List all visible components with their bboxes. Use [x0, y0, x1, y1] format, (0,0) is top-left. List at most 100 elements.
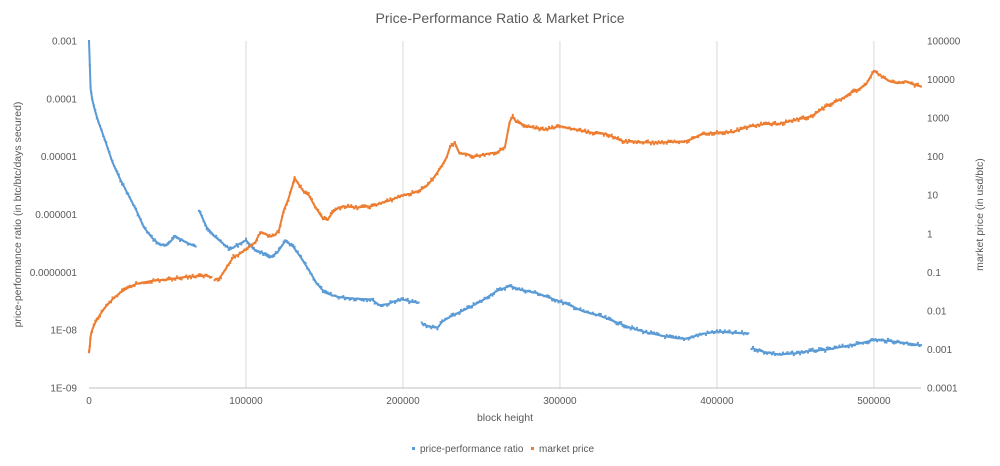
- data-point: [706, 133, 709, 136]
- data-point: [298, 254, 301, 256]
- data-point: [692, 136, 695, 138]
- data-point: [505, 285, 508, 288]
- data-point: [406, 193, 409, 196]
- data-point: [915, 83, 918, 86]
- data-point: [821, 347, 824, 350]
- data-point: [909, 82, 911, 84]
- data-point: [332, 209, 335, 211]
- data-point: [296, 250, 299, 253]
- data-point: [216, 279, 219, 282]
- data-point: [656, 142, 659, 145]
- data-point: [174, 234, 177, 237]
- data-point: [356, 297, 359, 300]
- data-point: [293, 245, 296, 248]
- data-point: [675, 141, 678, 144]
- data-point: [444, 159, 447, 162]
- data-point: [369, 207, 371, 210]
- data-point: [150, 234, 153, 237]
- data-point: [146, 281, 149, 284]
- data-point: [700, 133, 703, 136]
- data-point: [375, 302, 378, 305]
- data-point: [733, 331, 736, 334]
- data-point: [758, 348, 761, 351]
- data-point: [402, 194, 404, 197]
- data-point: [656, 331, 659, 334]
- data-point: [532, 291, 535, 294]
- data-point: [692, 336, 695, 339]
- data-point: [400, 297, 403, 300]
- data-point: [599, 132, 602, 134]
- data-point: [540, 293, 543, 296]
- data-point: [635, 326, 638, 329]
- data-point: [152, 278, 155, 281]
- data-point: [493, 153, 495, 156]
- data-point: [92, 104, 95, 107]
- data-point: [887, 79, 889, 82]
- data-point: [670, 334, 673, 337]
- data-point: [745, 333, 748, 336]
- data-point: [207, 275, 210, 278]
- data-point: [904, 342, 907, 345]
- data-point: [893, 80, 896, 83]
- data-point: [485, 152, 488, 155]
- data-point: [780, 353, 783, 356]
- data-point: [665, 142, 668, 145]
- data-point: [321, 291, 324, 294]
- data-point: [579, 127, 582, 130]
- data-point: [499, 287, 502, 290]
- data-point: [193, 243, 196, 246]
- data-point: [650, 330, 652, 333]
- data-point: [234, 245, 236, 248]
- data-point: [307, 192, 310, 195]
- data-point: [378, 303, 381, 306]
- data-point: [704, 333, 707, 336]
- data-point: [546, 294, 549, 297]
- data-point: [813, 350, 816, 353]
- data-point: [132, 284, 134, 287]
- data-point: [312, 278, 315, 281]
- data-point: [106, 147, 109, 150]
- data-point: [902, 343, 905, 346]
- data-point: [725, 330, 728, 333]
- data-point: [516, 119, 519, 122]
- data-point: [639, 141, 641, 144]
- data-point: [916, 341, 919, 344]
- data-point: [634, 140, 637, 143]
- data-point: [348, 298, 351, 301]
- data-point: [723, 132, 726, 135]
- data-point: [416, 191, 419, 194]
- data-point: [449, 315, 452, 318]
- data-point: [447, 316, 450, 319]
- data-point: [201, 274, 203, 277]
- data-point: [507, 129, 510, 132]
- data-point: [260, 250, 263, 253]
- data-point: [153, 238, 156, 241]
- data-point: [303, 191, 306, 194]
- data-point: [755, 125, 758, 128]
- data-point: [731, 332, 734, 335]
- data-point: [734, 129, 737, 132]
- data-point: [372, 203, 375, 206]
- data-point: [654, 332, 657, 335]
- data-point: [471, 156, 473, 159]
- data-point: [365, 300, 368, 303]
- data-point: [436, 173, 439, 175]
- data-point: [489, 152, 492, 154]
- data-point: [858, 88, 861, 91]
- data-point: [373, 203, 376, 206]
- data-point: [775, 123, 778, 126]
- data-point: [681, 140, 684, 143]
- data-point: [910, 344, 913, 347]
- data-point: [285, 239, 288, 242]
- data-point: [568, 126, 571, 129]
- data-point: [874, 338, 877, 341]
- gridlines: [245, 41, 875, 388]
- data-point: [753, 125, 756, 128]
- data-point: [431, 179, 434, 182]
- data-point: [320, 286, 323, 288]
- data-point: [654, 140, 657, 143]
- data-point: [733, 131, 736, 134]
- data-point: [246, 242, 249, 245]
- data-point: [464, 154, 467, 157]
- data-point: [915, 343, 918, 346]
